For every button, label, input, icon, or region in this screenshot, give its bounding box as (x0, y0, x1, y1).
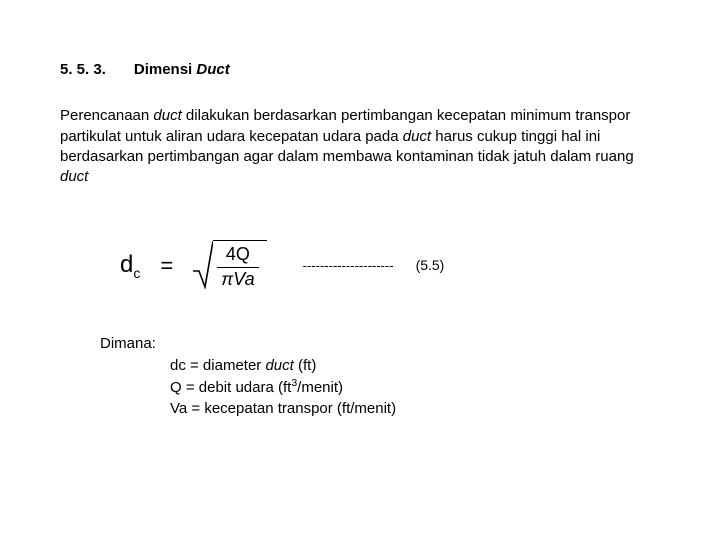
equation: dc = 4Q πVa --------------------- (5.5) (120, 237, 660, 294)
definitions: dc = diameter duct (ft) Q = debit udara … (170, 356, 660, 419)
def-dc-c: (ft) (294, 357, 317, 374)
eq-lhs: dc (120, 249, 140, 283)
para-i2: duct (403, 128, 431, 145)
eq-sqrt: 4Q πVa (193, 237, 266, 294)
def-dc-a: dc = diameter (170, 357, 265, 374)
def-q-a: Q = debit udara (ft (170, 379, 291, 396)
title-text: Dimensi (134, 61, 197, 78)
section-title: Dimensi Duct (134, 60, 230, 80)
def-va: Va = kecepatan transpor (ft/menit) (170, 399, 660, 419)
eq-frac-num: 4Q (222, 245, 254, 267)
eq-radicand: 4Q πVa (213, 240, 266, 294)
section-number: 5. 5. 3. (60, 60, 106, 80)
radical-icon (193, 237, 213, 289)
eq-lhs-sub: c (133, 265, 140, 281)
eq-frac-den: πVa (217, 267, 258, 290)
eq-number: (5.5) (416, 256, 445, 275)
para-t1: Perencanaan (60, 107, 153, 124)
document-page: 5. 5. 3. Dimensi Duct Perencanaan duct d… (0, 0, 720, 419)
def-dc: dc = diameter duct (ft) (170, 356, 660, 376)
eq-dash: --------------------- (303, 257, 394, 275)
section-heading: 5. 5. 3. Dimensi Duct (60, 60, 660, 80)
eq-equals: = (160, 251, 173, 281)
eq-lhs-var: d (120, 251, 133, 278)
para-i1: duct (153, 107, 181, 124)
para-i3: duct (60, 168, 88, 185)
def-q: Q = debit udara (ft3/menit) (170, 376, 660, 398)
eq-fraction: 4Q πVa (217, 245, 258, 290)
where-block: Dimana: dc = diameter duct (ft) Q = debi… (100, 334, 660, 419)
body-paragraph: Perencanaan duct dilakukan berdasarkan p… (60, 106, 660, 187)
title-italic: Duct (196, 61, 229, 78)
where-label: Dimana: (100, 334, 660, 354)
def-dc-b: duct (265, 357, 293, 374)
def-q-c: /menit) (297, 379, 343, 396)
